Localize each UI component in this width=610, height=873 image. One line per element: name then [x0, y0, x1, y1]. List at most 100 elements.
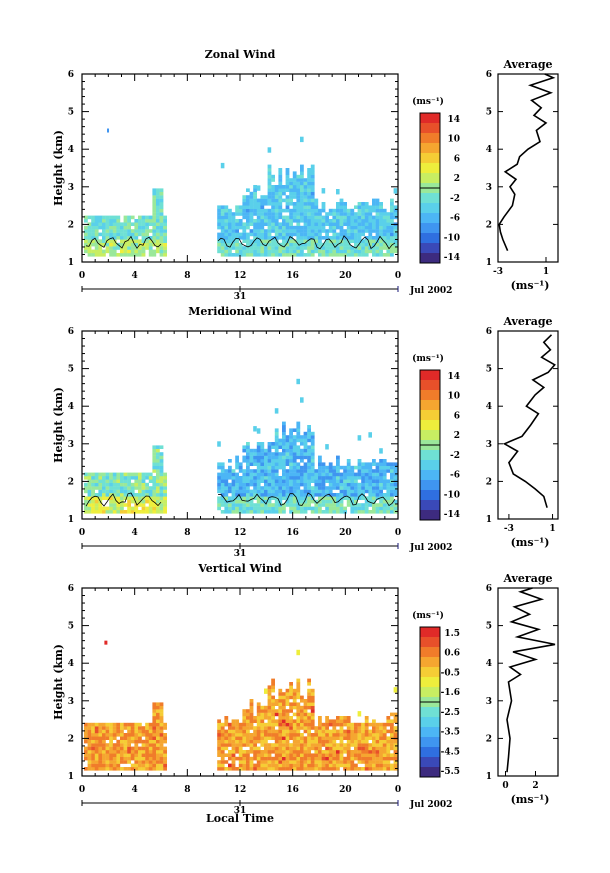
heatmap-cell [321, 510, 326, 514]
heatmap-cell [361, 760, 365, 764]
heatmap-cell [354, 510, 358, 514]
heatmap-cell [159, 750, 164, 754]
heatmap-cell [300, 746, 304, 751]
heatmap-cell [372, 205, 376, 209]
heatmap-cell [382, 222, 387, 226]
heatmap-cell [235, 489, 239, 494]
heatmap-cell [141, 493, 146, 497]
heatmap-cell [267, 472, 272, 477]
heatmap-cell [278, 178, 283, 182]
y-tick-label: 2 [68, 477, 74, 487]
heatmap-cell [303, 455, 308, 460]
heatmap-cell [386, 253, 391, 257]
heatmap-cell [217, 239, 221, 243]
heatmap-cell [141, 472, 146, 477]
heatmap-cell [393, 236, 398, 240]
heatmap-cell [354, 242, 358, 247]
heatmap-cell [379, 462, 383, 466]
heatmap-cell [296, 486, 301, 490]
heatmap-cell [390, 489, 394, 494]
heatmap-cell [310, 760, 315, 764]
heatmap-cell [368, 476, 373, 480]
heatmap-cell [364, 499, 369, 504]
heatmap-cell [357, 476, 362, 480]
heatmap-cell [145, 482, 149, 487]
heatmap-cell [242, 726, 247, 730]
heatmap-cell [368, 469, 373, 473]
heatmap-cell [368, 753, 373, 757]
heatmap-cell [310, 174, 315, 179]
heatmap-cell [231, 510, 236, 514]
average-x-tick-label: -3 [504, 524, 514, 534]
heatmap-cell [300, 171, 304, 175]
heatmap-cell [292, 459, 297, 463]
heatmap-cell [307, 763, 311, 768]
heatmap-cell [361, 476, 365, 480]
heatmap-cell [310, 445, 315, 449]
heatmap-cell [310, 479, 315, 483]
heatmap-cell [253, 448, 257, 453]
heatmap-cell [242, 722, 247, 727]
heatmap-cell [339, 736, 344, 740]
heatmap-cell [152, 739, 157, 744]
heatmap-cell [264, 462, 268, 466]
heatmap-cell [368, 763, 373, 768]
heatmap-cell [123, 489, 128, 494]
heatmap-cell [390, 482, 394, 487]
y-tick-label: 3 [68, 440, 74, 450]
heatmap-cell [379, 729, 383, 734]
heatmap-cell [354, 763, 358, 768]
heatmap-cell [289, 465, 293, 470]
heatmap-cell [278, 739, 283, 744]
heatmap-cell [134, 739, 139, 744]
heatmap-cell [152, 729, 157, 734]
heatmap-cell [228, 496, 232, 500]
heatmap-cell [217, 739, 221, 744]
heatmap-cell [123, 246, 128, 250]
heatmap-cell [310, 164, 315, 169]
heatmap-cell [300, 726, 304, 730]
heatmap-cell [102, 229, 106, 233]
heatmap-cell [346, 239, 351, 243]
heatmap-cell [267, 688, 272, 693]
heatmap-cell [123, 736, 128, 740]
heatmap-cell [109, 479, 113, 483]
heatmap-cell [127, 510, 131, 514]
heatmap-cell [300, 767, 304, 771]
heatmap-cell [238, 756, 243, 761]
heatmap-cell [318, 733, 322, 737]
heatmap-cell [328, 486, 333, 490]
heatmap-cell [372, 486, 376, 490]
heatmap-cell [386, 482, 391, 487]
heatmap-cell [264, 459, 268, 463]
heatmap-cell [357, 435, 362, 441]
heatmap-cell [127, 733, 131, 737]
heatmap-cell [321, 736, 326, 740]
heatmap-cell [361, 767, 365, 771]
heatmap-cell [282, 462, 286, 466]
x-tick-label: 8 [184, 785, 190, 795]
heatmap-cell [285, 435, 290, 439]
heatmap-cell [249, 232, 254, 237]
heatmap-cell [292, 753, 297, 757]
heatmap-cell [361, 726, 365, 730]
heatmap-cell [307, 506, 311, 511]
heatmap-cell [289, 756, 293, 761]
heatmap-cell [87, 736, 92, 740]
heatmap-cell [231, 763, 236, 768]
heatmap-cell [361, 215, 365, 220]
heatmap-cell [228, 489, 232, 494]
heatmap-cell [314, 469, 319, 473]
heatmap-cell [292, 503, 297, 507]
heatmap-cell [87, 763, 92, 768]
heatmap-cell [159, 469, 164, 473]
heatmap-cell [217, 489, 221, 494]
heatmap-cell [163, 763, 167, 768]
heatmap-cell [148, 242, 153, 247]
heatmap-cell [238, 489, 243, 494]
heatmap-cell [235, 506, 239, 511]
heatmap-cell [307, 229, 311, 233]
heatmap-cell [368, 212, 373, 216]
heatmap-cell [238, 733, 243, 737]
heatmap-cell [307, 188, 311, 192]
